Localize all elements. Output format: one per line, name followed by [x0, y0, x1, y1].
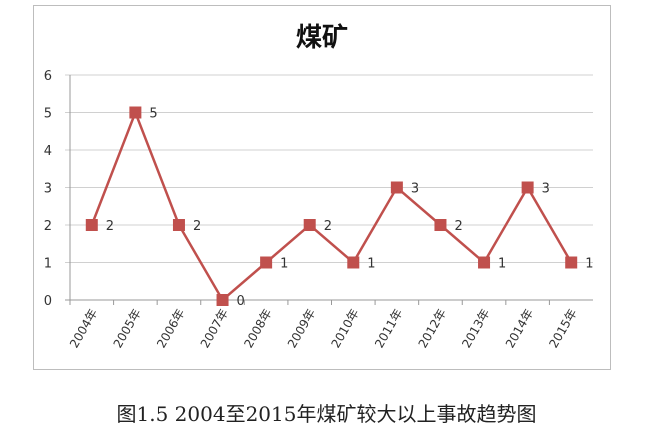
- data-point: [347, 256, 360, 269]
- series-line: [90, 109, 573, 302]
- x-tick-label: 2012年: [416, 307, 449, 351]
- data-point: [129, 106, 142, 119]
- x-tick-label: 2013年: [459, 306, 492, 350]
- x-tick-label: 2011年: [372, 307, 405, 351]
- data-label: 2: [193, 219, 201, 234]
- chart-frame: [33, 5, 611, 370]
- data-label: 2: [454, 219, 462, 234]
- data-point: [260, 256, 273, 269]
- y-tick-label: 5: [44, 107, 52, 122]
- x-tick-label: 2005年: [111, 307, 144, 351]
- x-tick-label: 2010年: [328, 307, 361, 351]
- x-tick-label: 2014年: [503, 307, 536, 351]
- x-tick-label: 2006年: [154, 307, 187, 351]
- data-point: [565, 256, 578, 269]
- x-tick-label: 2008年: [241, 307, 274, 351]
- x-tick-label: 2004年: [67, 307, 100, 351]
- data-point: [172, 219, 185, 231]
- data-label: 1: [280, 257, 288, 272]
- data-label: 2: [106, 219, 114, 234]
- data-point: [85, 219, 98, 231]
- y-tick-label: 3: [44, 182, 52, 197]
- figure-caption: 图1.5 2004至2015年煤矿较大以上事故趋势图: [116, 402, 537, 426]
- data-point: [303, 219, 316, 231]
- data-label: 3: [542, 182, 550, 197]
- x-tick-label: 2015年: [546, 307, 579, 351]
- data-label: 1: [585, 257, 593, 272]
- y-tick-label: 6: [44, 69, 52, 84]
- y-tick-label: 2: [44, 219, 52, 234]
- data-point: [478, 256, 491, 269]
- data-label: 1: [367, 257, 375, 272]
- data-point: [521, 181, 534, 194]
- y-tick-label: 0: [44, 294, 52, 309]
- data-label: 5: [149, 107, 157, 122]
- data-label: 3: [411, 182, 419, 197]
- data-label: 0: [237, 294, 245, 309]
- data-label: 1: [498, 257, 506, 272]
- y-tick-label: 4: [44, 144, 52, 159]
- x-tick-label: 2007年: [198, 307, 231, 351]
- data-point: [390, 181, 403, 194]
- data-label: 2: [324, 219, 332, 234]
- data-point: [434, 219, 447, 231]
- x-tick-label: 2009年: [285, 307, 318, 351]
- data-point: [216, 294, 229, 306]
- y-tick-label: 1: [44, 257, 52, 272]
- chart-title: 煤矿: [296, 22, 348, 53]
